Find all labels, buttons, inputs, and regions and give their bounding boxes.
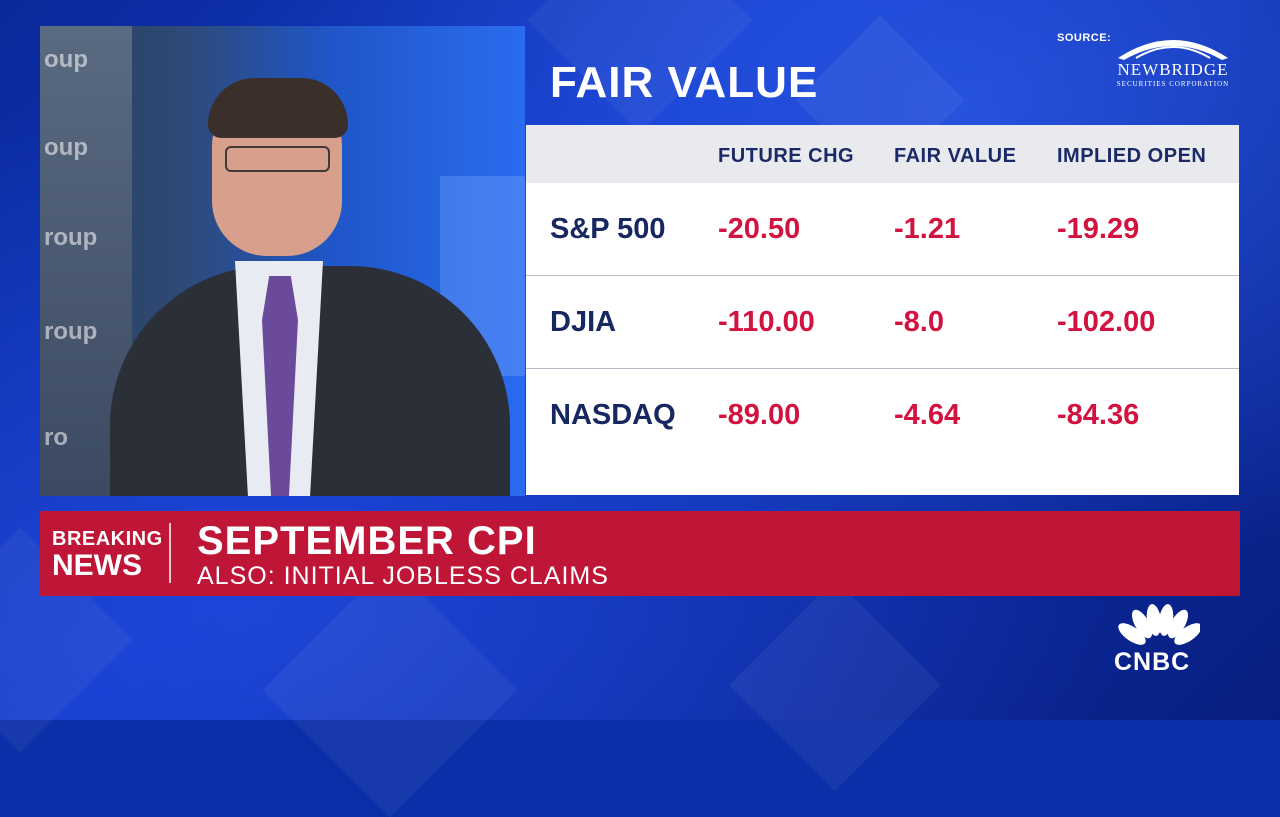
implied-open-value: -102.00 [1057, 306, 1156, 338]
source-label: SOURCE: [1057, 32, 1112, 44]
fair-value-value: -8.0 [894, 306, 944, 338]
column-header-implied-open: IMPLIED OPEN [1057, 145, 1207, 167]
cnbc-peacock-icon [1118, 604, 1200, 645]
table-row: DJIA -110.00 -8.0 -102.00 [526, 276, 1239, 369]
anchor-hair [208, 78, 348, 138]
column-header-future-chg: FUTURE CHG [718, 145, 855, 167]
cnbc-logo-text: CNBC [1114, 648, 1191, 676]
wall-text: oup [44, 46, 88, 73]
anchor-glasses [225, 146, 330, 172]
row-divider [526, 368, 1239, 369]
studio-wall: oup oup roup roup ro [40, 26, 132, 496]
implied-open-value: -19.29 [1057, 213, 1140, 245]
future-chg-value: -110.00 [718, 306, 815, 338]
table-header: FUTURE CHG FAIR VALUE IMPLIED OPEN [526, 125, 1239, 183]
source-logo-name: NEWBRIDGE [1117, 60, 1229, 79]
fair-value-value: -4.64 [894, 399, 961, 431]
wall-text: oup [44, 134, 88, 161]
index-name: S&P 500 [550, 213, 666, 245]
news-label: NEWS [52, 549, 142, 582]
graphic-title: FAIR VALUE [550, 58, 819, 107]
newbridge-logo-icon [1118, 40, 1228, 60]
index-name: NASDAQ [550, 399, 676, 431]
column-header-fair-value: FAIR VALUE [894, 145, 1017, 167]
wall-text: ro [44, 424, 68, 451]
row-divider [526, 275, 1239, 276]
wall-text: roup [44, 224, 98, 251]
future-chg-value: -89.00 [718, 399, 801, 431]
source-logo-subtitle: SECURITIES CORPORATION [1116, 80, 1230, 88]
headline: SEPTEMBER CPI [197, 519, 537, 563]
implied-open-value: -84.36 [1057, 399, 1140, 431]
banner-divider [169, 523, 171, 583]
anchor-video: oup oup roup roup ro [40, 26, 525, 496]
table-row: S&P 500 -20.50 -1.21 -19.29 [526, 183, 1239, 276]
table-row: NASDAQ -89.00 -4.64 -84.36 [526, 369, 1239, 462]
breaking-news-banner: BREAKING NEWS SEPTEMBER CPI ALSO: INITIA… [40, 511, 1240, 596]
breaking-label: BREAKING [52, 528, 163, 550]
sub-headline: ALSO: INITIAL JOBLESS CLAIMS [197, 562, 609, 590]
fair-value-table: FUTURE CHG FAIR VALUE IMPLIED OPEN S&P 5… [526, 125, 1239, 495]
index-name: DJIA [550, 306, 617, 338]
fair-value-value: -1.21 [894, 213, 961, 245]
wall-text: roup [44, 318, 98, 345]
future-chg-value: -20.50 [718, 213, 801, 245]
